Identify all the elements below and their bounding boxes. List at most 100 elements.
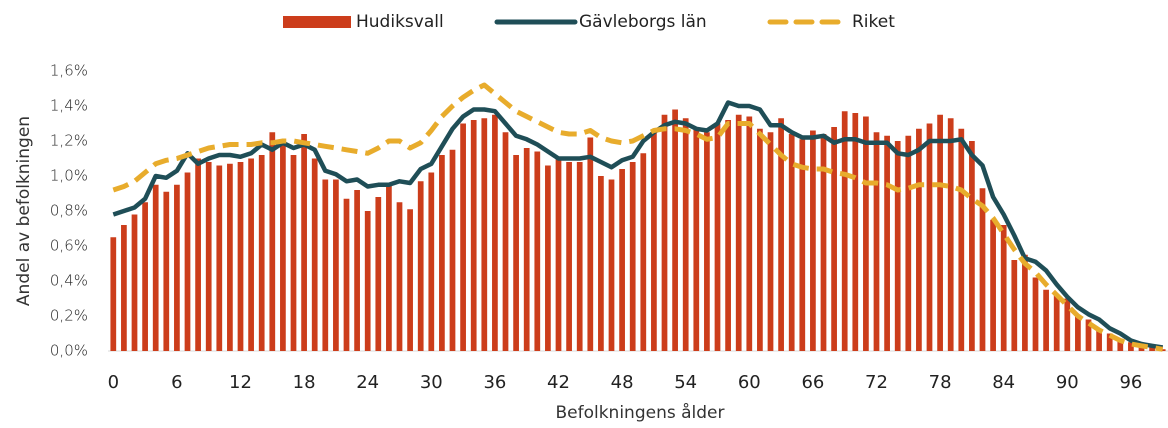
bar bbox=[311, 158, 318, 351]
bar bbox=[1075, 316, 1081, 351]
bar bbox=[937, 114, 943, 351]
bar bbox=[142, 202, 148, 351]
bar bbox=[1043, 289, 1049, 351]
legend-swatch bbox=[283, 16, 351, 28]
y-tick-label: 0,6% bbox=[50, 237, 88, 255]
x-tick-label: 48 bbox=[611, 372, 634, 393]
bar bbox=[364, 211, 371, 351]
x-tick-label: 66 bbox=[801, 372, 824, 393]
legend-label: Hudiksvall bbox=[356, 12, 444, 32]
bar bbox=[629, 162, 636, 351]
bar bbox=[322, 179, 329, 351]
bar bbox=[481, 118, 488, 351]
bar bbox=[725, 120, 731, 351]
bar bbox=[682, 118, 689, 351]
bar bbox=[841, 111, 848, 351]
bar bbox=[778, 118, 784, 351]
bar bbox=[428, 172, 435, 351]
bar bbox=[990, 219, 996, 351]
bar bbox=[290, 155, 297, 351]
dashed-line bbox=[112, 82, 1164, 352]
bar bbox=[131, 214, 138, 351]
bar bbox=[121, 225, 127, 351]
bar bbox=[163, 191, 170, 351]
bar bbox=[799, 139, 806, 351]
bar bbox=[1149, 347, 1155, 351]
x-tick-label: 18 bbox=[293, 372, 316, 393]
bar bbox=[1138, 345, 1145, 351]
bar bbox=[417, 181, 424, 351]
bar bbox=[884, 135, 890, 351]
bar bbox=[820, 134, 827, 351]
bar bbox=[810, 130, 816, 351]
bar bbox=[555, 158, 562, 351]
x-tick-label: 78 bbox=[929, 372, 952, 393]
bar bbox=[905, 135, 912, 351]
bar bbox=[757, 128, 763, 351]
bar bbox=[1085, 319, 1092, 351]
bar bbox=[280, 144, 286, 351]
bar bbox=[1159, 349, 1166, 351]
bar bbox=[873, 132, 880, 351]
bar bbox=[258, 155, 265, 351]
bar bbox=[608, 179, 615, 351]
bar bbox=[1053, 295, 1060, 351]
bar bbox=[248, 158, 254, 351]
x-tick-label: 60 bbox=[738, 372, 761, 393]
bar bbox=[110, 237, 117, 351]
x-tick-label: 24 bbox=[356, 372, 379, 393]
bar bbox=[205, 162, 212, 351]
bar bbox=[651, 132, 657, 351]
y-tick-label: 1,0% bbox=[50, 167, 88, 185]
bar bbox=[746, 116, 753, 351]
bar bbox=[576, 162, 583, 351]
bar bbox=[863, 116, 869, 351]
y-tick-label: 0,2% bbox=[50, 307, 88, 325]
x-tick-label: 12 bbox=[229, 372, 252, 393]
y-axis-label: Andel av befolkningen bbox=[14, 116, 34, 306]
bar bbox=[301, 134, 307, 351]
bar bbox=[343, 198, 350, 351]
x-tick-label: 30 bbox=[420, 372, 443, 393]
y-tick-label: 1,2% bbox=[50, 132, 88, 150]
bar bbox=[396, 202, 403, 351]
bar bbox=[735, 114, 742, 351]
y-tick-label: 0,8% bbox=[50, 202, 88, 220]
bar bbox=[1022, 254, 1028, 351]
bar bbox=[237, 162, 244, 351]
bar bbox=[174, 184, 180, 351]
bar bbox=[375, 197, 382, 351]
bar bbox=[1032, 277, 1039, 351]
bar bbox=[152, 184, 159, 351]
bar bbox=[831, 127, 837, 351]
bar bbox=[566, 162, 572, 351]
bar bbox=[269, 132, 276, 351]
bar bbox=[852, 113, 859, 351]
bar bbox=[470, 120, 477, 351]
bar bbox=[598, 176, 604, 351]
y-tick-label: 0,0% bbox=[50, 342, 88, 360]
bar bbox=[449, 149, 456, 351]
y-tick-label: 1,6% bbox=[50, 62, 88, 80]
bar bbox=[693, 127, 700, 351]
bar bbox=[640, 153, 647, 351]
bar bbox=[979, 188, 986, 351]
bar bbox=[894, 141, 901, 351]
bar bbox=[523, 148, 530, 351]
y-tick-label: 0,4% bbox=[50, 272, 88, 290]
line bbox=[112, 100, 1164, 350]
bar bbox=[502, 132, 509, 351]
bar bbox=[545, 165, 551, 351]
bar bbox=[386, 184, 392, 351]
x-axis-label: Befolkningens ålder bbox=[555, 402, 724, 423]
bar bbox=[407, 209, 413, 351]
bar bbox=[195, 158, 201, 351]
bar bbox=[1106, 333, 1113, 351]
bar bbox=[1000, 225, 1007, 351]
x-tick-label: 84 bbox=[992, 372, 1015, 393]
bar bbox=[354, 190, 360, 351]
x-tick-label: 90 bbox=[1056, 372, 1079, 393]
bar bbox=[788, 134, 795, 351]
bar bbox=[1011, 260, 1018, 351]
